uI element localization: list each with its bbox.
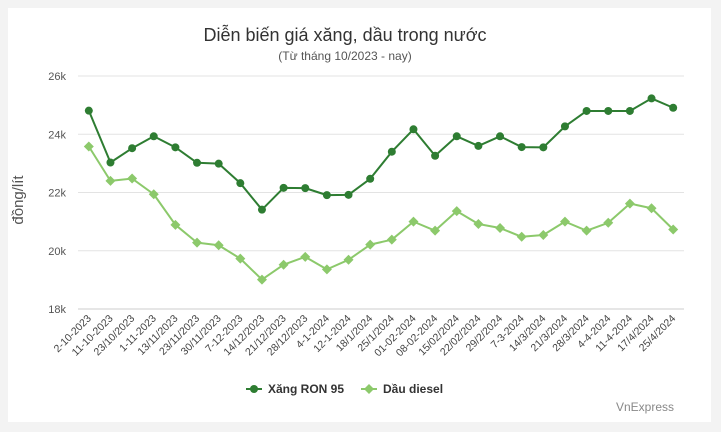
data-point-diesel[interactable] (624, 198, 635, 209)
series-ron95[interactable] (84, 94, 678, 214)
y-tick-label: 26k (48, 71, 66, 83)
data-point-ron95[interactable] (474, 141, 483, 150)
y-axis-label: đồng/lít (10, 175, 27, 225)
data-point-ron95[interactable] (236, 179, 245, 188)
y-tick-label: 24k (48, 129, 66, 141)
data-point-ron95[interactable] (128, 144, 137, 153)
data-point-ron95[interactable] (604, 106, 613, 115)
data-point-diesel[interactable] (408, 216, 419, 227)
data-point-diesel[interactable] (321, 264, 332, 275)
y-tick-label: 22k (48, 188, 66, 200)
data-point-diesel[interactable] (386, 234, 397, 245)
chart-subtitle: (Từ tháng 10/2023 - nay) (278, 49, 411, 63)
data-point-ron95[interactable] (517, 143, 526, 152)
data-point-ron95[interactable] (106, 158, 115, 167)
series-line-diesel (87, 145, 674, 281)
legend-label: Dầu diesel (383, 382, 443, 396)
data-point-ron95[interactable] (669, 103, 678, 112)
data-point-diesel[interactable] (430, 225, 441, 236)
data-point-diesel[interactable] (170, 219, 181, 230)
data-point-diesel[interactable] (581, 225, 592, 236)
chart-card: Diễn biến giá xăng, dầu trong nước (Từ t… (8, 8, 711, 422)
data-point-diesel[interactable] (451, 206, 462, 217)
y-tick-label: 18k (48, 304, 66, 316)
data-point-diesel[interactable] (83, 141, 94, 152)
series-line-ron95 (87, 97, 674, 211)
data-point-diesel[interactable] (473, 218, 484, 229)
data-point-ron95[interactable] (387, 147, 396, 156)
data-point-ron95[interactable] (322, 191, 331, 200)
data-point-ron95[interactable] (301, 184, 310, 193)
data-point-ron95[interactable] (431, 151, 440, 160)
data-point-ron95[interactable] (582, 106, 591, 115)
data-point-diesel[interactable] (278, 259, 289, 270)
data-point-ron95[interactable] (539, 143, 548, 152)
data-point-diesel[interactable] (105, 175, 116, 186)
data-point-ron95[interactable] (279, 183, 288, 192)
legend-marker (250, 385, 258, 393)
data-point-diesel[interactable] (538, 230, 549, 241)
data-point-diesel[interactable] (192, 237, 203, 248)
legend-item-diesel[interactable]: Dầu diesel (361, 382, 443, 396)
legend-item-ron95[interactable]: Xăng RON 95 (246, 382, 344, 396)
data-point-ron95[interactable] (496, 132, 505, 141)
data-point-ron95[interactable] (452, 132, 461, 141)
data-point-diesel[interactable] (603, 217, 614, 228)
chart-title: Diễn biến giá xăng, dầu trong nước (203, 24, 486, 45)
data-point-diesel[interactable] (148, 189, 159, 200)
legend-label: Xăng RON 95 (268, 382, 344, 396)
data-point-ron95[interactable] (625, 106, 634, 115)
data-point-ron95[interactable] (344, 190, 353, 199)
data-point-diesel[interactable] (235, 253, 246, 264)
data-point-diesel[interactable] (668, 224, 679, 235)
data-point-diesel[interactable] (127, 173, 138, 184)
data-point-ron95[interactable] (171, 143, 180, 152)
data-point-diesel[interactable] (646, 203, 657, 214)
data-point-diesel[interactable] (516, 231, 527, 242)
data-point-diesel[interactable] (495, 223, 506, 234)
data-point-ron95[interactable] (84, 106, 93, 115)
data-point-ron95[interactable] (366, 174, 375, 183)
data-point-ron95[interactable] (149, 132, 158, 141)
data-point-diesel[interactable] (343, 254, 354, 265)
data-point-ron95[interactable] (214, 159, 223, 168)
series-diesel[interactable] (83, 141, 679, 285)
credits[interactable]: VnExpress (616, 400, 674, 414)
data-point-ron95[interactable] (257, 205, 266, 214)
data-point-diesel[interactable] (213, 240, 224, 251)
data-point-diesel[interactable] (300, 251, 311, 262)
legend-marker (364, 384, 374, 394)
data-point-diesel[interactable] (256, 274, 267, 285)
data-point-ron95[interactable] (560, 122, 569, 131)
data-point-ron95[interactable] (409, 125, 418, 134)
data-point-diesel[interactable] (559, 216, 570, 227)
data-point-diesel[interactable] (365, 239, 376, 250)
y-tick-label: 20k (48, 246, 66, 258)
data-point-ron95[interactable] (647, 94, 656, 103)
data-point-ron95[interactable] (193, 158, 202, 167)
line-chart: Diễn biến giá xăng, dầu trong nước (Từ t… (10, 24, 684, 414)
